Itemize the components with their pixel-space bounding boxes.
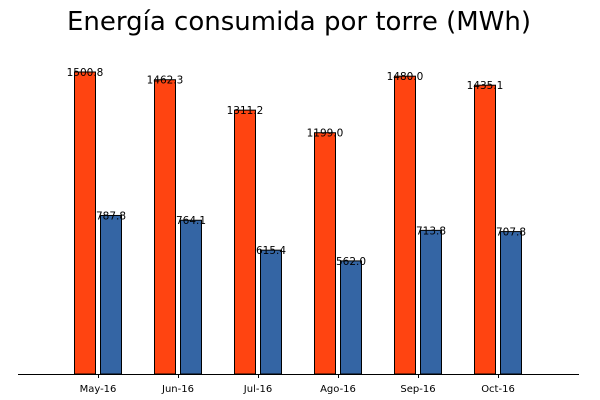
x-tick-label: Ago-16: [320, 384, 356, 395]
data-label: 707.8: [496, 227, 526, 239]
bar-series2-Sep-16: [420, 229, 442, 375]
data-label: 787.8: [96, 210, 126, 222]
x-tick-label: Jul-16: [243, 384, 272, 395]
data-label: 1311.2: [227, 105, 264, 117]
data-label: 1199.0: [307, 128, 344, 140]
data-label: 562.0: [336, 256, 366, 268]
bar-series1-Jul-16: [234, 109, 256, 375]
x-tick-label: May-16: [80, 384, 117, 395]
x-tick-label: Oct-16: [481, 384, 515, 395]
x-tick-label: Jun-16: [161, 384, 194, 395]
bar-series2-Jun-16: [180, 219, 202, 375]
data-label: 615.4: [256, 245, 286, 257]
bar-series1-Jun-16: [154, 79, 176, 375]
data-label: 764.1: [176, 215, 206, 227]
x-tick-label: Sep-16: [400, 384, 435, 395]
chart-title: Energía consumida por torre (MWh): [67, 7, 531, 37]
bar-series2-Oct-16: [500, 231, 522, 375]
bar-series2-Jul-16: [260, 249, 282, 375]
bar-series1-May-16: [74, 71, 96, 375]
bar-series1-Oct-16: [474, 84, 496, 375]
bar-series2-May-16: [100, 214, 122, 375]
data-label: 1500.8: [67, 67, 104, 79]
data-label: 1435.1: [467, 80, 504, 92]
bar-series1-Ago-16: [314, 132, 336, 375]
data-label: 1462.3: [147, 75, 184, 87]
data-label: 713.8: [416, 225, 446, 237]
bar-series2-Ago-16: [340, 260, 362, 375]
data-label: 1480.0: [387, 71, 424, 83]
bar-series1-Sep-16: [394, 75, 416, 375]
